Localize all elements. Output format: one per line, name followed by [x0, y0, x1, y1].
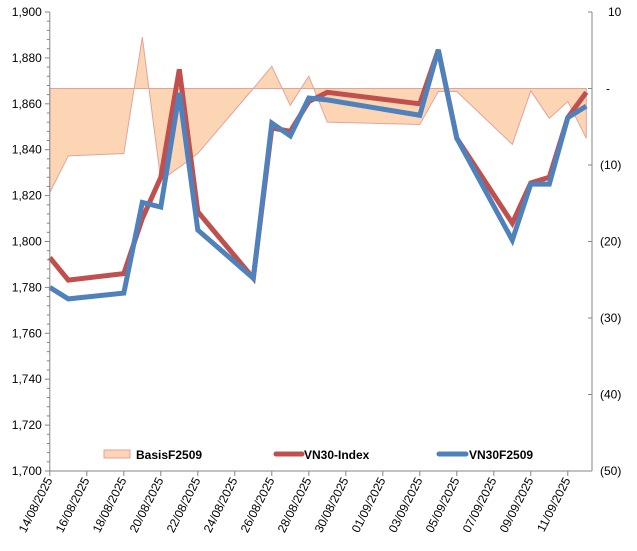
left-tick-label: 1,740 — [12, 372, 42, 386]
x-tick-label: 18/08/2025 — [90, 475, 130, 535]
right-tick-label: (10) — [600, 158, 621, 172]
x-tick-label: 05/09/2025 — [423, 475, 463, 535]
area-layer — [50, 37, 587, 192]
series-line-vn30f2509 — [50, 50, 587, 299]
x-tick-label: 26/08/2025 — [238, 475, 278, 535]
x-tick-label: 14/08/2025 — [16, 475, 56, 535]
x-tick-label: 07/09/2025 — [460, 475, 500, 535]
right-tick-label: (40) — [600, 388, 621, 402]
left-tick-label: 1,880 — [12, 51, 42, 65]
left-tick-label: 1,780 — [12, 280, 42, 294]
basis-area — [50, 37, 587, 192]
left-tick-label: 1,700 — [12, 464, 42, 478]
left-tick-label: 1,720 — [12, 418, 42, 432]
x-tick-label: 09/09/2025 — [497, 475, 537, 535]
right-tick-label: (50) — [600, 464, 621, 478]
left-tick-label: 1,800 — [12, 235, 42, 249]
legend: BasisF2509 VN30-Index VN30F2509 — [104, 448, 533, 462]
left-tick-label: 1,820 — [12, 189, 42, 203]
right-tick-label: (30) — [600, 311, 621, 325]
x-tick-label: 20/08/2025 — [127, 475, 167, 535]
x-tick-label: 16/08/2025 — [53, 475, 93, 535]
legend-swatch-basis — [104, 450, 130, 458]
legend-label-vn30-index: VN30-Index — [304, 448, 370, 462]
left-tick-label: 1,840 — [12, 143, 42, 157]
right-tick-label: 10 — [608, 5, 622, 19]
legend-label-vn30f2509: VN30F2509 — [469, 448, 533, 462]
x-tick-label: 24/08/2025 — [201, 475, 241, 535]
x-tick-label: 11/09/2025 — [534, 475, 573, 534]
right-tick-label: - — [606, 82, 610, 96]
x-tick-label: 01/09/2025 — [349, 475, 389, 535]
right-tick-label: (20) — [600, 235, 621, 249]
left-tick-label: 1,860 — [12, 97, 42, 111]
left-tick-label: 1,900 — [12, 5, 42, 19]
x-tick-label: 30/08/2025 — [312, 475, 352, 535]
series-line-vn30-index — [50, 50, 587, 280]
x-tick-label: 03/09/2025 — [386, 475, 426, 535]
legend-label-basis: BasisF2509 — [136, 448, 202, 462]
x-tick-label: 22/08/2025 — [164, 475, 204, 535]
line-layer — [50, 50, 587, 299]
x-tick-label: 28/08/2025 — [275, 475, 315, 535]
left-tick-label: 1,760 — [12, 326, 42, 340]
